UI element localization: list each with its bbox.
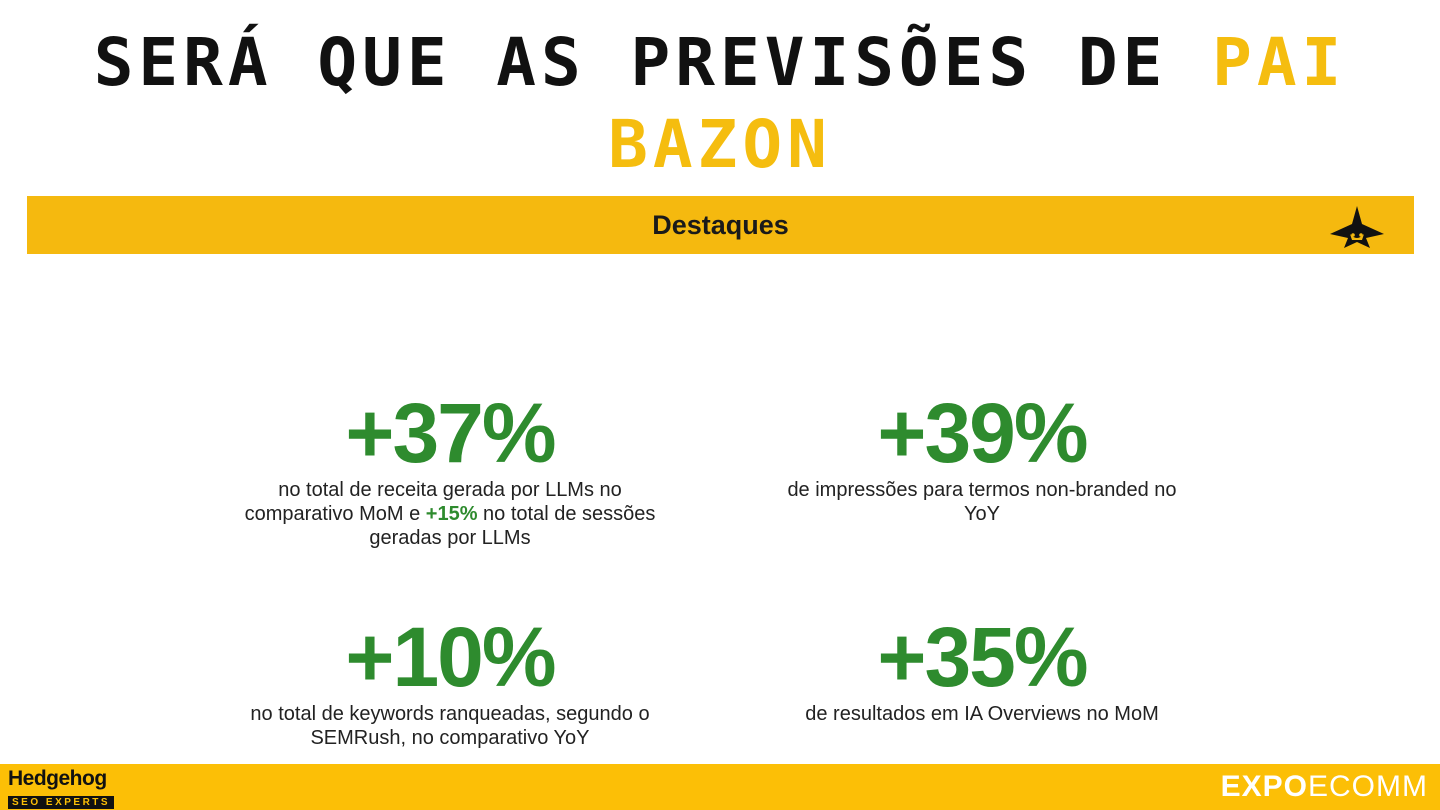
expoecomm-logo: EXPOECOMM <box>1221 770 1428 804</box>
hedgehog-logo: Hedgehog SEO EXPERTS <box>8 768 126 809</box>
stat-description: no total de receita gerada por LLMs no c… <box>230 478 670 550</box>
stat-impressions: +39% de impressões para termos non-brand… <box>780 388 1184 526</box>
stat-description: no total de keywords ranqueadas, segundo… <box>250 703 650 749</box>
event-name-light: ECOMM <box>1308 770 1428 803</box>
stat-description: de resultados em IA Overviews no MoM <box>805 703 1159 725</box>
stat-value: +35% <box>877 610 1088 704</box>
title-text: Será que as previsões de <box>93 24 1213 101</box>
stat-desc-text: no total de sessões geradas por LLMs <box>369 503 656 549</box>
title-highlight: Pai Bazon <box>608 24 1347 183</box>
spiky-logo-icon <box>1330 206 1384 248</box>
footer-bar: Hedgehog SEO EXPERTS EXPOECOMM <box>0 764 1440 810</box>
title-line-1: Será que as previsões de Pai Bazon <box>0 22 1440 186</box>
stat-description: de impressões para termos non-branded no… <box>787 479 1177 525</box>
stat-value: +10% <box>345 610 556 704</box>
stat-desc-highlight: +15% <box>425 503 478 525</box>
brand-name: Hedgehog <box>8 767 107 790</box>
stat-desc-text: no total de receita gerada por LLMs no c… <box>244 479 622 525</box>
stat-value: +37% <box>345 386 556 480</box>
section-band: Destaques <box>27 196 1414 254</box>
brand-subtitle: SEO EXPERTS <box>8 796 115 809</box>
stat-ai-overviews: +35% de resultados em IA Overviews no Mo… <box>770 612 1194 726</box>
stat-keywords: +10% no total de keywords ranqueadas, se… <box>226 612 674 750</box>
section-title: Destaques <box>652 210 789 240</box>
stat-value: +39% <box>877 386 1088 480</box>
stat-revenue-llm: +37% no total de receita gerada por LLMs… <box>230 388 670 550</box>
event-name-bold: EXPO <box>1220 770 1308 803</box>
